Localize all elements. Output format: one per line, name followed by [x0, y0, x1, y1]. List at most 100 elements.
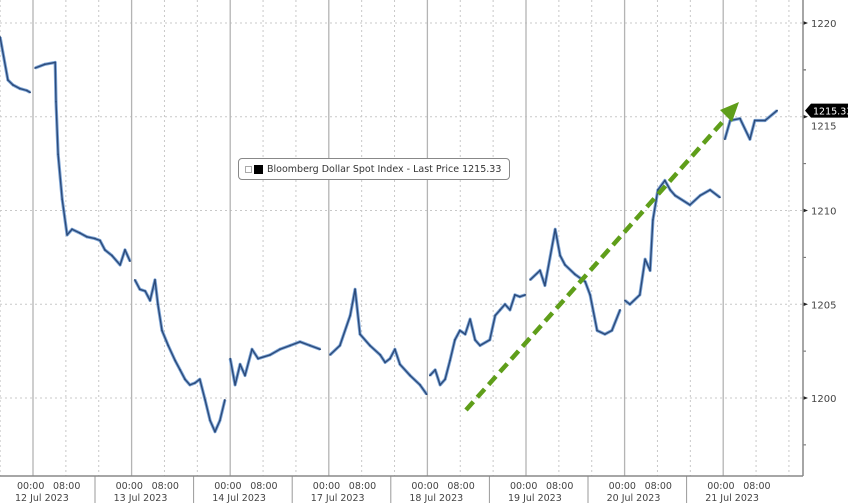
- data-point: [119, 263, 121, 266]
- y-tick-label: 1200: [811, 394, 836, 405]
- data-point: [458, 329, 461, 332]
- data-point: [223, 398, 226, 401]
- data-point: [154, 278, 156, 281]
- data-point: [279, 348, 281, 351]
- data-point: [649, 269, 651, 272]
- data-point: [161, 329, 163, 332]
- data-point: [499, 308, 502, 311]
- data-point: [110, 254, 113, 257]
- y-tick-mark: [803, 302, 808, 307]
- data-point: [674, 194, 677, 197]
- trend-arrow-shaft: [464, 116, 728, 412]
- data-point: [518, 295, 521, 298]
- last-price-tag: [805, 103, 848, 118]
- series-line: [229, 341, 321, 386]
- x-tick-time-label: 00:00: [510, 481, 537, 492]
- series-line: [329, 288, 428, 395]
- series-line: [134, 279, 226, 433]
- data-point: [156, 303, 159, 306]
- data-point: [379, 353, 382, 356]
- data-point: [103, 248, 106, 251]
- data-point: [184, 378, 186, 381]
- x-tick-time-label: 00:00: [17, 481, 44, 492]
- data-point: [596, 329, 598, 332]
- y-tick-mark: [803, 396, 808, 400]
- data-point: [329, 353, 331, 356]
- data-point: [239, 363, 241, 366]
- price-series: [0, 36, 779, 434]
- y-tick-label: 1215: [811, 122, 836, 133]
- x-date-label: 21 Jul 2023: [705, 493, 759, 503]
- data-point: [776, 109, 778, 112]
- data-point: [219, 419, 221, 422]
- data-point: [573, 273, 576, 276]
- data-point: [699, 194, 702, 197]
- data-point: [454, 338, 456, 341]
- data-point: [398, 363, 401, 366]
- legend-swatch-icon: [254, 164, 263, 174]
- data-point: [494, 314, 497, 317]
- data-point: [554, 228, 557, 231]
- data-point: [99, 239, 101, 242]
- data-point: [167, 344, 170, 347]
- data-point: [589, 293, 591, 296]
- data-point: [524, 293, 527, 296]
- data-point: [0, 36, 2, 38]
- data-point: [753, 119, 756, 122]
- data-point: [44, 63, 46, 66]
- data-point: [55, 100, 57, 103]
- data-point: [193, 382, 196, 384]
- series-line-glow: [133, 278, 227, 434]
- y-tick-label: 1220: [811, 19, 836, 30]
- data-point: [209, 419, 211, 422]
- data-point: [7, 79, 9, 81]
- data-point: [488, 338, 491, 341]
- data-point: [174, 359, 177, 362]
- series-line: [624, 179, 721, 305]
- data-point: [619, 308, 621, 311]
- data-point: [419, 383, 421, 386]
- data-point: [629, 303, 631, 306]
- x-date-label: 17 Jul 2023: [311, 493, 365, 503]
- data-point: [269, 353, 271, 356]
- data-point: [61, 198, 64, 201]
- x-tick-time-label: 08:00: [152, 481, 179, 492]
- data-point: [439, 383, 442, 386]
- data-point: [11, 83, 14, 86]
- data-point: [689, 203, 691, 206]
- x-tick-time-label: 08:00: [645, 481, 672, 492]
- data-point: [656, 188, 659, 191]
- data-point: [504, 303, 506, 306]
- y-tick-label: 1210: [811, 207, 836, 218]
- data-point: [428, 374, 431, 377]
- data-point: [474, 338, 476, 341]
- data-point: [214, 430, 216, 433]
- data-point: [34, 67, 36, 69]
- data-point: [57, 153, 59, 156]
- data-point: [229, 357, 232, 360]
- x-date-label: 18 Jul 2023: [409, 493, 463, 503]
- y-tick-mark: [803, 114, 808, 119]
- data-point: [384, 361, 386, 364]
- x-tick-time-label: 00:00: [214, 481, 241, 492]
- x-date-label: 13 Jul 2023: [114, 493, 168, 503]
- series-line: [34, 61, 131, 266]
- series-line-glow: [328, 287, 428, 396]
- data-point: [719, 196, 721, 199]
- data-point: [564, 263, 566, 266]
- x-date-label: 12 Jul 2023: [15, 493, 69, 503]
- data-point: [509, 308, 511, 311]
- data-point: [539, 269, 541, 272]
- x-tick-time-label: 08:00: [546, 481, 573, 492]
- data-point: [389, 357, 391, 360]
- trend-arrow-annotation: [464, 102, 739, 412]
- data-point: [709, 188, 711, 191]
- data-point: [289, 344, 292, 347]
- data-point: [319, 348, 322, 351]
- data-point: [464, 333, 467, 336]
- x-tick-time-label: 00:00: [116, 481, 143, 492]
- data-point: [257, 357, 260, 360]
- data-point: [149, 299, 151, 302]
- x-tick-time-label: 00:00: [609, 481, 636, 492]
